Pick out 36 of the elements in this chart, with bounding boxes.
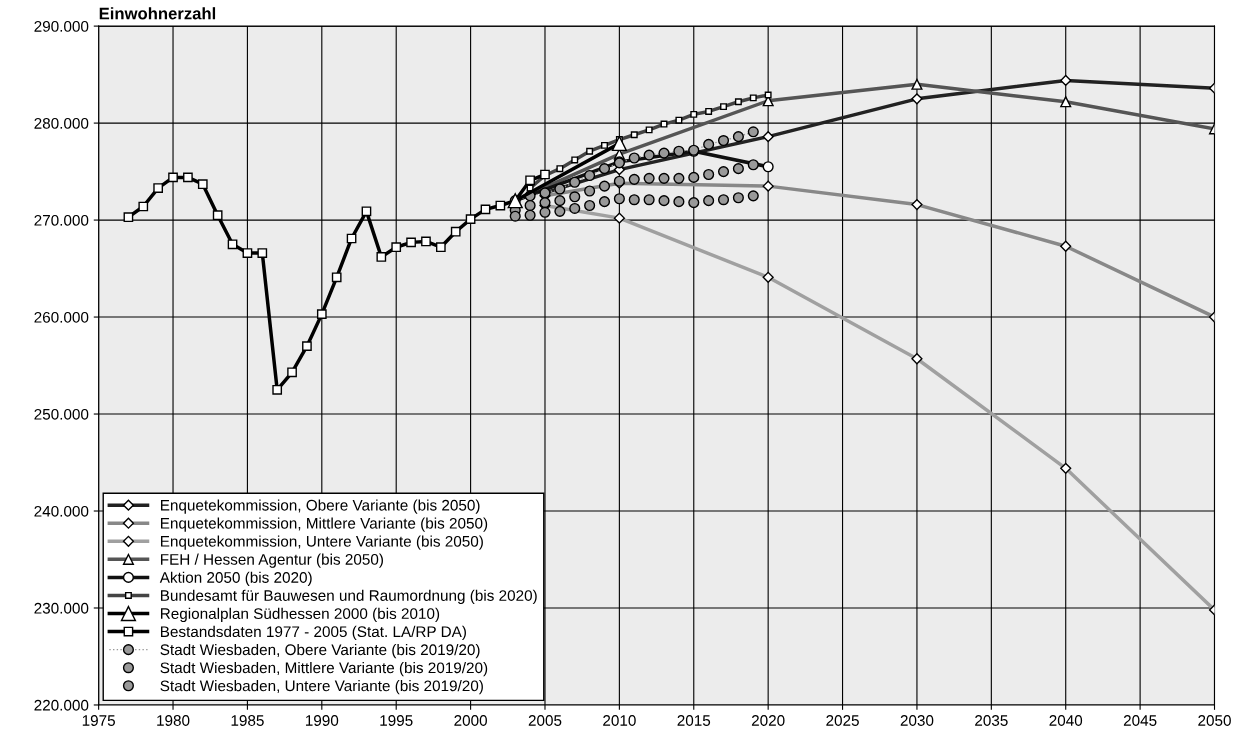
y-tick-label: 250.000 xyxy=(34,408,89,420)
y-tick-label: 220.000 xyxy=(34,699,89,711)
y-tick-label: 280.000 xyxy=(34,117,89,129)
x-tick-label: 2015 xyxy=(677,715,711,726)
x-tick-label: 1990 xyxy=(305,715,339,726)
legend-label: Regionalplan Südhessen 2000 (bis 2010) xyxy=(161,607,440,623)
legend-label: Bestandsdaten 1977 - 2005 (Stat. LA/RP DA) xyxy=(161,625,466,641)
y-tick-label: 260.000 xyxy=(34,311,89,323)
x-tick-label: 2030 xyxy=(900,715,934,726)
x-tick-label: 2040 xyxy=(1049,715,1083,726)
x-tick-label: 2020 xyxy=(751,715,785,726)
x-tick-label: 2045 xyxy=(1123,715,1157,726)
legend-label: Aktion 2050 (bis 2020) xyxy=(159,571,312,586)
legend-label: Stadt Wiesbaden, Obere Variante (bis 2019/20) xyxy=(160,643,480,659)
y-axis-title: Einwohnerzahl xyxy=(99,7,216,20)
x-tick-label: 2025 xyxy=(826,715,859,726)
x-tick-label: 1995 xyxy=(380,715,413,726)
legend-label: Stadt Wiesbaden, Untere Variante (bis 2019/20) xyxy=(160,680,483,695)
legend-label: Enquetekommission, Untere Variante (bis 2050) xyxy=(161,535,483,550)
x-tick-label: 2005 xyxy=(528,715,562,726)
x-tick-label: 1980 xyxy=(157,715,190,726)
x-tick-label: 2035 xyxy=(975,715,1008,726)
legend-label: FEH / Hessen Agentur (bis 2050) xyxy=(161,553,383,568)
y-tick-label: 240.000 xyxy=(34,505,89,517)
y-tick-label: 290.000 xyxy=(34,20,89,32)
x-tick-label: 2010 xyxy=(603,715,636,726)
legend-label: Enquetekommission, Mittlere Variante (bis 2050) xyxy=(161,517,488,532)
x-tick-label: 1985 xyxy=(231,715,264,726)
y-tick-label: 270.000 xyxy=(34,214,89,226)
x-tick-label: 1975 xyxy=(82,715,115,726)
legend-label: Enquetekommission, Obere Variante (bis 2050) xyxy=(161,499,480,514)
legend-label: Bundesamt für Bauwesen und Raumordnung (bis 2020) xyxy=(161,589,537,604)
x-tick-label: 2050 xyxy=(1198,715,1231,726)
x-tick-label: 2000 xyxy=(454,715,487,726)
legend-label: Stadt Wiesbaden, Mittlere Variante (bis 2019/20) xyxy=(160,661,488,677)
y-tick-label: 230.000 xyxy=(34,602,89,614)
